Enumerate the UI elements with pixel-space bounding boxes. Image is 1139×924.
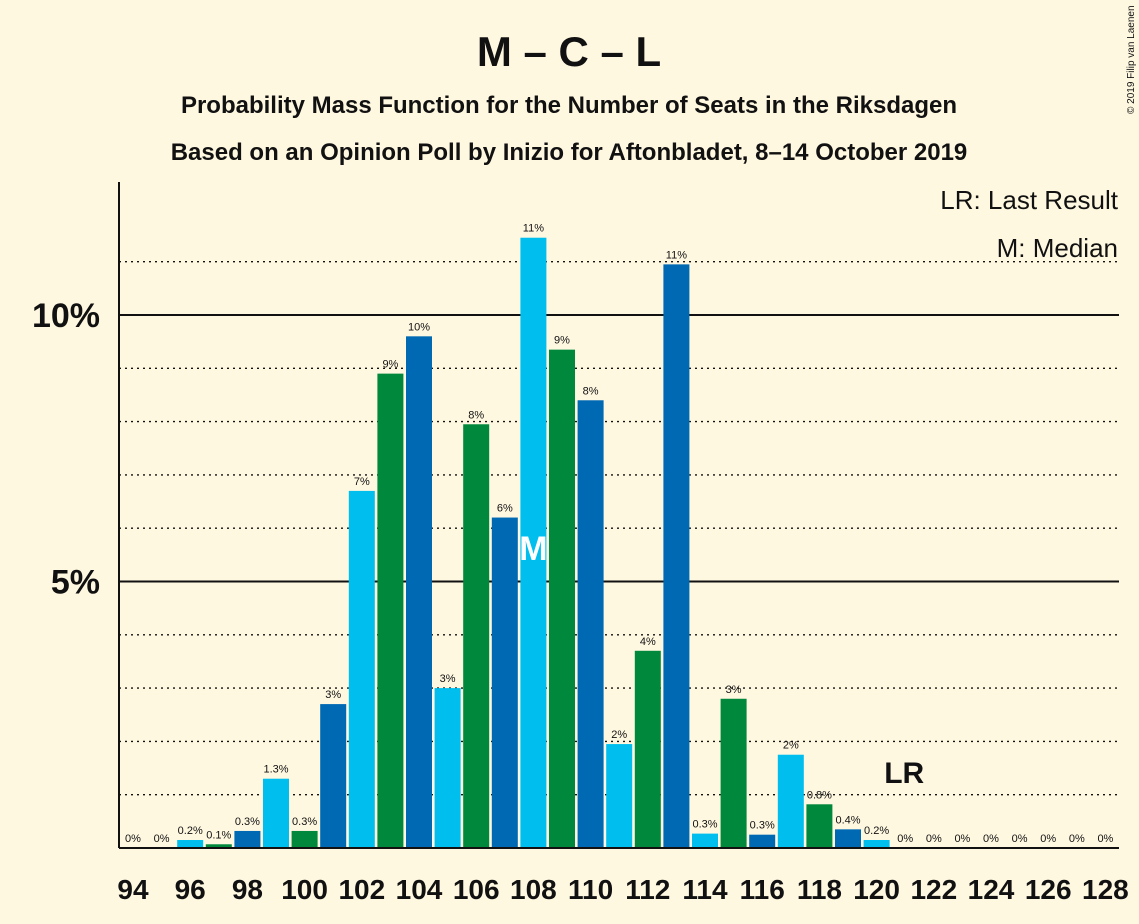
bar-label-seat-111: 2% [611, 729, 627, 741]
bar-seat-97 [205, 844, 232, 848]
x-tick-label: 120 [853, 874, 900, 905]
x-tick-label: 100 [281, 874, 328, 905]
bar-seat-101 [320, 704, 347, 848]
x-tick-label: 102 [338, 874, 385, 905]
bar-label-seat-96: 0.2% [178, 825, 203, 837]
bar-label-seat-104: 10% [408, 321, 430, 333]
bar-label-seat-105: 3% [440, 673, 456, 685]
bar-label-seat-127: 0% [1069, 833, 1085, 845]
x-tick-labels: 94 96 98 100 102 104 106 108 110 112 114 116 118 120 1… [117, 874, 1128, 905]
bar-seat-110 [577, 400, 604, 848]
x-tick-label: 110 [568, 874, 613, 905]
bar-seat-99 [263, 778, 289, 848]
bar-label-seat-115: 3% [726, 684, 742, 696]
bar-seat-111 [606, 744, 633, 848]
y-tick-label: 5% [51, 564, 100, 602]
chart-subtitle-1: Probability Mass Function for the Number… [181, 92, 957, 119]
bar-seat-102 [348, 490, 375, 848]
bar-label-seat-110: 8% [583, 385, 599, 397]
chart-subtitle-2: Based on an Opinion Poll by Inizio for A… [171, 139, 968, 166]
bar-seat-116 [749, 834, 776, 848]
bar-label-seat-94: 0% [125, 833, 141, 845]
x-tick-label: 112 [625, 874, 670, 905]
bar-label-seat-118: 0.8% [807, 789, 832, 801]
x-tick-label: 94 [117, 874, 149, 905]
bar-seat-100 [291, 830, 318, 848]
bar-seat-117 [777, 754, 804, 848]
median-marker: M [519, 530, 547, 568]
x-tick-label: 106 [453, 874, 500, 905]
bar-label-seat-120: 0.2% [864, 825, 889, 837]
bar-label-seat-123: 0% [954, 833, 970, 845]
bar-label-seat-109: 9% [554, 335, 570, 347]
bar-seat-109 [549, 349, 575, 848]
bar-seat-114 [692, 833, 718, 848]
bar-label-seat-99: 1.3% [263, 764, 288, 776]
last-result-marker: LR [884, 757, 924, 790]
bar-seat-107 [491, 517, 518, 848]
bar-seat-96 [177, 840, 204, 848]
bar-label-seat-126: 0% [1040, 833, 1056, 845]
x-tick-label: 114 [682, 874, 728, 905]
bar-seat-113 [663, 264, 690, 848]
bar-label-seat-113: 11% [666, 249, 687, 261]
y-tick-labels: 5% 10% [32, 297, 100, 602]
x-tick-label: 122 [910, 874, 957, 905]
x-tick-label: 124 [968, 874, 1015, 905]
bar-seat-120 [863, 840, 890, 848]
x-tick-label: 108 [510, 874, 557, 905]
bar-label-seat-107: 6% [497, 503, 513, 515]
bar-label-seat-100: 0.3% [292, 816, 317, 828]
bar-label-seat-122: 0% [926, 833, 942, 845]
x-tick-label: 128 [1082, 874, 1129, 905]
x-tick-label: 104 [396, 874, 443, 905]
bar-seat-112 [634, 650, 661, 848]
bar-seat-104 [406, 336, 432, 848]
bars-group [177, 237, 890, 849]
bar-label-seat-117: 2% [783, 740, 799, 752]
x-tick-label: 98 [232, 874, 263, 905]
bar-label-seat-128: 0% [1097, 833, 1113, 845]
bar-label-seat-108: 11% [523, 223, 544, 235]
copyright-note: © 2019 Filip van Laenen [1126, 5, 1137, 114]
bar-label-seat-95: 0% [154, 833, 170, 845]
bar-seat-118 [806, 804, 833, 848]
bar-label-seat-112: 4% [640, 636, 656, 648]
bar-seat-103 [377, 373, 404, 848]
bar-label-seat-106: 8% [468, 409, 484, 421]
grid-lines [119, 261, 1119, 796]
bar-seat-98 [234, 830, 261, 848]
bar-label-seat-97: 0.1% [206, 829, 231, 841]
chart-title: M – C – L [477, 28, 661, 75]
y-tick-label: 10% [32, 297, 100, 335]
bar-label-seat-101: 3% [325, 689, 341, 701]
x-tick-label: 118 [797, 874, 842, 905]
bar-seat-119 [835, 829, 861, 848]
bar-seat-115 [720, 698, 747, 848]
bar-label-seat-124: 0% [983, 833, 999, 845]
bar-seat-106 [463, 424, 490, 848]
bar-label-seat-102: 7% [354, 476, 370, 488]
x-tick-label: 126 [1025, 874, 1072, 905]
bar-label-seat-114: 0.3% [692, 819, 717, 831]
bar-label-seat-125: 0% [1012, 833, 1028, 845]
x-tick-label: 116 [740, 874, 785, 905]
bar-seat-108 [520, 237, 547, 849]
bar-labels-group: 0% 0%0.2% 0.1%0.3%1.3%0.3%3%7%9%10%3%8%6%1… [125, 223, 1114, 845]
bar-label-seat-103: 9% [382, 359, 398, 371]
legend-median: M: Median [997, 233, 1118, 263]
bar-label-seat-98: 0.3% [235, 816, 260, 828]
bar-label-seat-116: 0.3% [750, 820, 775, 832]
x-tick-label: 96 [175, 874, 206, 905]
bar-label-seat-121: 0% [897, 833, 913, 845]
bar-label-seat-119: 0.4% [835, 814, 860, 826]
legend-last-result: LR: Last Result [940, 185, 1119, 215]
bar-seat-105 [434, 688, 461, 848]
